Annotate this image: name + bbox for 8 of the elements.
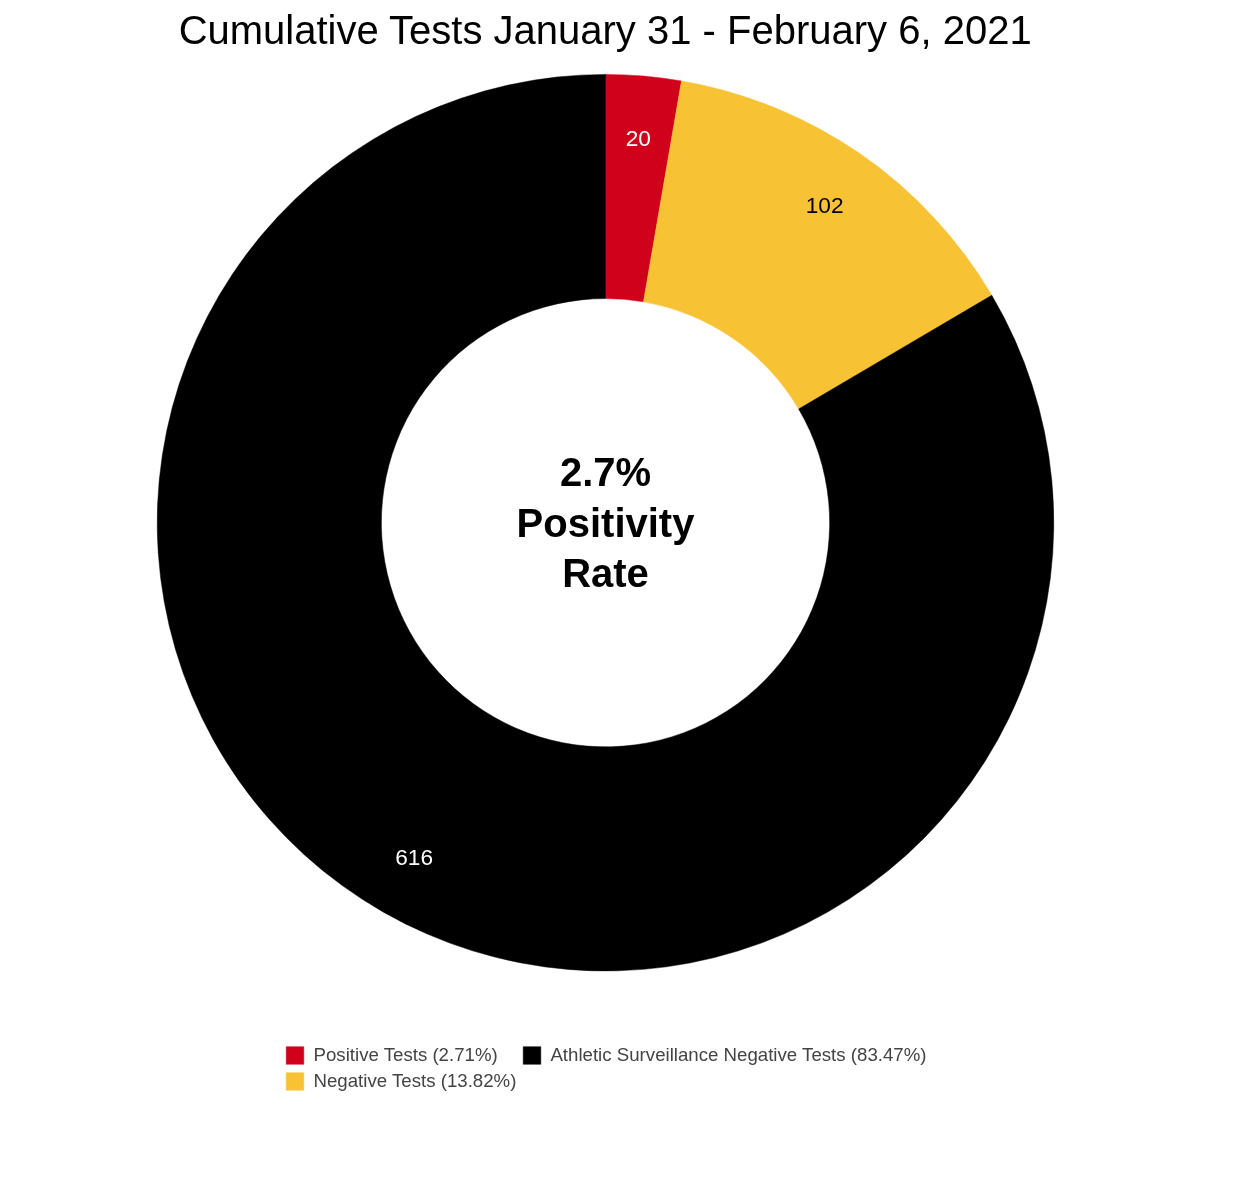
text: 2.7% Positivity Rate (516, 450, 696, 596)
data-label: 20 (625, 125, 651, 152)
data-label: 102 (805, 192, 844, 218)
chart-title: Cumulative Tests January 31 - February 6, 2021 (178, 7, 1032, 52)
legend-label: Positive Tests (2.71%) (313, 1044, 498, 1066)
legend-label: Athletic Surveillance Negative Tests (83.47%) (550, 1044, 927, 1066)
data-label: 616 (395, 843, 434, 870)
legend-label: Negative Tests (13.82%) (313, 1070, 517, 1092)
